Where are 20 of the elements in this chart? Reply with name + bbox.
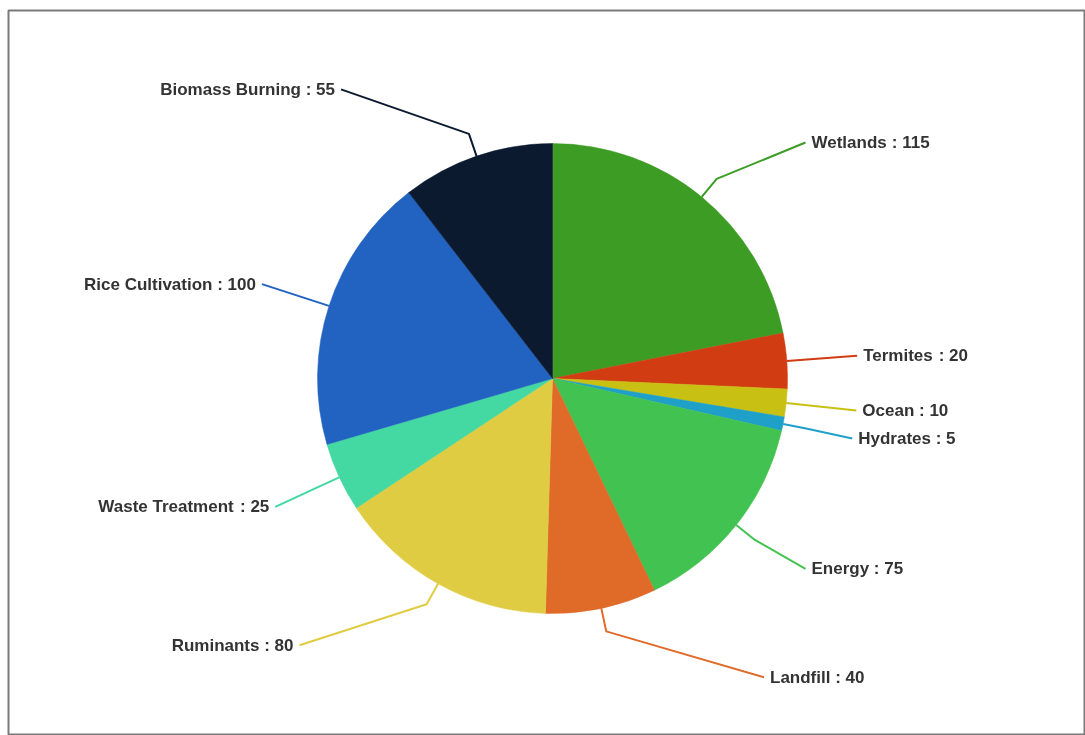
data-label: : 80 bbox=[264, 635, 294, 655]
slice-label: Waste Treatment bbox=[98, 497, 235, 517]
data-label: : 20 bbox=[938, 346, 969, 366]
slice-label: Rice Cultivation bbox=[84, 274, 213, 294]
data-label: : 5 bbox=[935, 428, 956, 448]
slice-label: Landfill bbox=[770, 667, 831, 687]
slice-label: Wetlands bbox=[811, 133, 887, 153]
slice-label: Hydrates bbox=[858, 428, 932, 448]
slice-label: Ruminants bbox=[171, 635, 260, 655]
slice-label: Termites bbox=[863, 346, 933, 366]
slice-label: Energy bbox=[811, 559, 870, 579]
data-label: : 115 bbox=[891, 133, 930, 153]
data-label: : 55 bbox=[305, 79, 336, 99]
data-label: : 25 bbox=[240, 497, 270, 517]
data-label: : 100 bbox=[217, 274, 256, 294]
slice-label: Biomass Burning bbox=[160, 79, 301, 99]
data-label: : 75 bbox=[873, 559, 904, 579]
data-label: : 40 bbox=[835, 667, 865, 687]
data-label: : 10 bbox=[919, 400, 949, 420]
slice-label: Ocean bbox=[862, 400, 915, 420]
